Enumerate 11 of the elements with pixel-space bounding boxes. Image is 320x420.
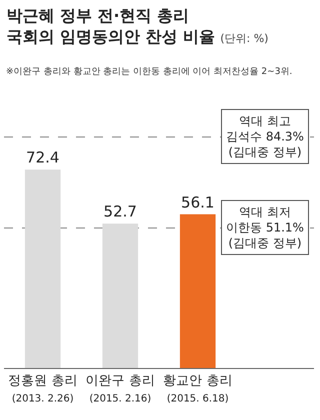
x-tick-label: 황교안 총리 (2015. 6.18) [163,374,232,404]
data-label: 52.7 [104,202,137,221]
x-tick-label: 이완구 총리 (2015. 2.16) [86,374,155,404]
data-label: 72.4 [26,148,60,167]
ref-line-label: 역대 최고 김석수 84.3% (김대중 정부) [226,114,304,160]
x-tick-label: 정홍원 총리 (2013. 2.26) [8,374,78,404]
text: ※이완구 총리와 황교안 총리는 이한동 총리에 이어 최저찬성율 2~3위. [6,67,292,77]
ref-line-label: 역대 최저 이한동 51.1% (김대중 정부) [226,205,304,250]
chart-title: 박근혜 정부 전·현직 총리 국회의 임명동의안 찬성 비율 [6,6,216,46]
chart-subtitle: (단위: %) [220,32,268,45]
data-label: 56.1 [181,193,214,212]
